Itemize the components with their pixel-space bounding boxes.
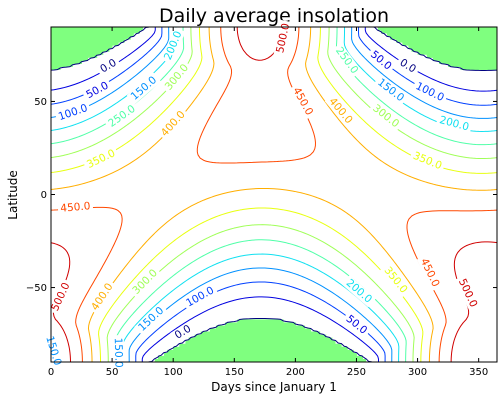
contour-label-text: 150.0 [112,338,125,368]
polar-night-regions [51,27,497,362]
x-tick-label: 50 [106,367,119,378]
y-axis-label: Latitude [6,170,20,219]
axis-ticks: 0 50 100 150 200 250 300 350 50 0 −50 [26,27,497,378]
x-tick-label: 0 [48,367,54,378]
x-tick-label: 200 [286,367,305,378]
chart-title: Daily average insolation [159,5,389,27]
x-tick-label: 100 [164,367,183,378]
y-tick-label: −50 [26,283,47,294]
x-tick-label: 150 [225,367,244,378]
plot-background [51,27,497,362]
x-tick-label: 350 [469,367,488,378]
contour-label-text: 450.0 [60,200,91,214]
contour-label-150-33: 150.0 [111,335,125,371]
contour-label-450-27: 450.0 [57,200,94,215]
x-tick-label: 300 [408,367,427,378]
y-tick-label: 50 [34,97,47,108]
y-tick-label: 0 [41,190,47,201]
contour-line-350 [51,27,497,362]
contour-line-0 [51,27,497,362]
x-tick-label: 250 [347,367,366,378]
polar-night-fill [51,27,497,362]
x-axis-label: Days since January 1 [211,380,337,394]
